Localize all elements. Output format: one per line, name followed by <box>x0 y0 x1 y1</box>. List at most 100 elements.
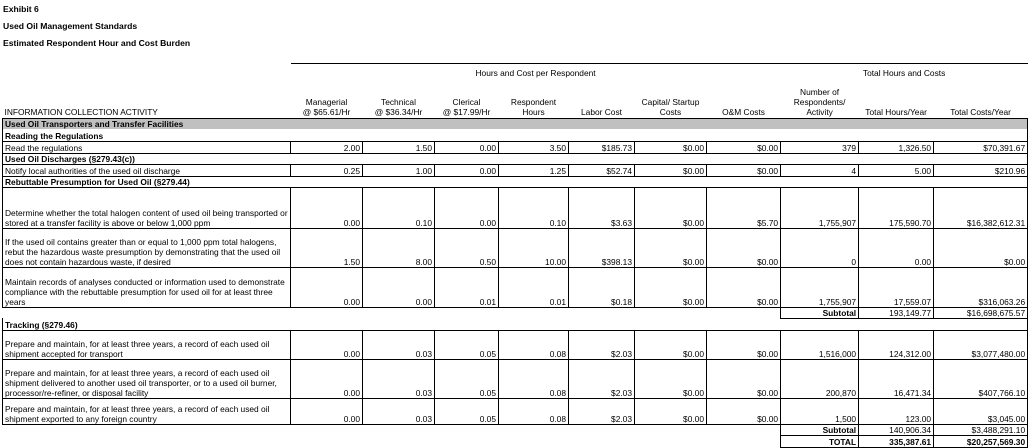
subtotal-label: Subtotal <box>780 423 860 436</box>
cell-value: 5.00 <box>858 163 935 177</box>
column-header-line: Hours <box>522 106 545 117</box>
cell-value: 0.00 <box>290 397 363 425</box>
column-header: Total Costs/Year <box>934 82 1028 118</box>
column-header-line: @ $17.99/Hr <box>442 106 491 117</box>
subsection-title: Reading the Regulations <box>1 129 1028 141</box>
cell-value: 1,516,000 <box>780 329 860 360</box>
cell-value: 124,312.00 <box>858 329 935 360</box>
cell-value: 0.00 <box>290 358 363 399</box>
cell-value: 0.08 <box>498 329 569 360</box>
column-header-line: Capital/ Startup <box>641 96 700 107</box>
cell-value: $0.18 <box>568 266 635 308</box>
cell-value: 0.01 <box>498 266 569 308</box>
cell-value: 17,559.07 <box>858 266 935 308</box>
cell-value: 0.00 <box>858 227 935 268</box>
cell-value: 0.08 <box>498 358 569 399</box>
subtotal-value: $20,257,569.30 <box>933 434 1028 448</box>
activity-row: Determine whether the total halogen cont… <box>2 186 1028 229</box>
section-title: Used Oil Transporters and Transfer Facil… <box>1 117 1028 129</box>
cell-value: $52.74 <box>568 163 635 177</box>
activity-row: Maintain records of analyses conducted o… <box>2 266 1028 308</box>
column-header: Technical @ $36.34/Hr <box>363 82 435 118</box>
subtitle: Estimated Respondent Hour and Cost Burde… <box>3 38 191 48</box>
activity-row: Prepare and maintain, for at least three… <box>2 358 1028 399</box>
cell-value: 4 <box>780 163 860 177</box>
cell-value: $3,077,480.00 <box>933 329 1028 360</box>
subtotal-row: Subtotal 140,906.34 $3,488,291.10 <box>3 423 1028 436</box>
activity: Notify local authorities of the used oil… <box>2 163 291 177</box>
cell-value: 1,755,907 <box>780 266 860 308</box>
column-header-line: Total Hours/Year <box>865 106 927 117</box>
cell-value: $0.00 <box>705 329 782 360</box>
cell-value: $2.03 <box>568 397 635 425</box>
subsection-title: Tracking (§279.46) <box>1 318 1028 330</box>
cell-value: 0.00 <box>434 186 499 229</box>
column-header: Respondent Hours <box>499 82 569 118</box>
group-header: Total Hours and Costs <box>780 63 1028 82</box>
column-header-line: Total Costs/Year <box>950 106 1011 117</box>
cell-value: 0.05 <box>434 358 499 399</box>
cell-value: 0.00 <box>434 140 499 154</box>
cell-value: 16,471.34 <box>858 358 935 399</box>
cell-value: 0.03 <box>362 329 435 360</box>
subsection-title: Used Oil Discharges (§279.43(c)) <box>1 153 1028 164</box>
blank <box>3 64 291 83</box>
column-header: Number of Respondents/Activity <box>781 82 859 118</box>
cell-value: 200,870 <box>780 358 860 399</box>
cell-value: $0.00 <box>634 186 707 229</box>
blank <box>3 424 781 435</box>
cell-value: 3.50 <box>498 140 569 154</box>
cell-value: 1,500 <box>780 397 860 425</box>
subtotal-value: $16,698,675.57 <box>933 306 1028 319</box>
activity: If the used oil contains greater than or… <box>2 227 291 268</box>
cell-value: 1,755,907 <box>780 186 860 229</box>
cell-value: 0.00 <box>290 329 363 360</box>
cell-value: 0.10 <box>362 186 435 229</box>
column-header-line: Clerical <box>452 96 481 107</box>
activity: Prepare and maintain, for at least three… <box>2 358 291 399</box>
column-header-row: INFORMATION COLLECTION ACTIVITY Manageria… <box>3 82 1028 118</box>
column-header: Labor Cost <box>569 82 635 118</box>
section-row: Used Oil Transporters and Transfer Facil… <box>1 117 1028 129</box>
cell-value: 0.03 <box>362 397 435 425</box>
cell-value: $0.00 <box>705 140 782 154</box>
activity-row: Notify local authorities of the used oil… <box>2 163 1028 177</box>
cell-value: $398.13 <box>568 227 635 268</box>
cell-value: 379 <box>780 140 860 154</box>
activity-row: Read the regulations 2.00 1.50 0.00 3.50 $185… <box>2 140 1028 154</box>
cell-value: $0.00 <box>634 163 707 177</box>
cell-value: 1.50 <box>362 140 435 154</box>
column-header: Capital/ Startup Costs <box>635 82 707 118</box>
column-header: Managerial @ $65.61/Hr <box>291 82 363 118</box>
cell-value: 1.50 <box>290 227 363 268</box>
cell-value: $185.73 <box>568 140 635 154</box>
column-header-line: Activity <box>806 106 833 117</box>
cell-value: $70,391.67 <box>933 140 1028 154</box>
cell-value: 8.00 <box>362 227 435 268</box>
cell-value: $0.00 <box>705 227 782 268</box>
cell-value: $2.03 <box>568 358 635 399</box>
subtotal-label: TOTAL <box>780 434 860 448</box>
cell-value: 0.00 <box>362 266 435 308</box>
column-header-line: INFORMATION COLLECTION ACTIVITY <box>4 106 158 117</box>
subsection-title: Rebuttable Presumption for Used Oil (§27… <box>1 176 1028 187</box>
cell-value: $0.00 <box>705 163 782 177</box>
column-header-line: Respondent <box>510 96 557 107</box>
cell-value: 10.00 <box>498 227 569 268</box>
blank <box>3 435 781 447</box>
cell-value: 0.25 <box>290 163 363 177</box>
subtotal-value: 140,906.34 <box>858 423 935 436</box>
subtotal-value: $3,488,291.10 <box>933 423 1028 436</box>
column-header-line: Technical <box>381 96 416 107</box>
cell-value: 1.00 <box>362 163 435 177</box>
cell-value: 0.05 <box>434 397 499 425</box>
cell-value: 0.00 <box>434 163 499 177</box>
group-header: Hours and Cost per Respondent <box>290 63 781 82</box>
column-header-line: Labor Cost <box>581 106 622 117</box>
cell-value: $0.00 <box>705 358 782 399</box>
cell-value: 0.00 <box>290 186 363 229</box>
activity-row: If the used oil contains greater than or… <box>2 227 1028 268</box>
column-header: O&M Costs <box>707 82 781 118</box>
column-header-line: O&M Costs <box>722 106 765 117</box>
